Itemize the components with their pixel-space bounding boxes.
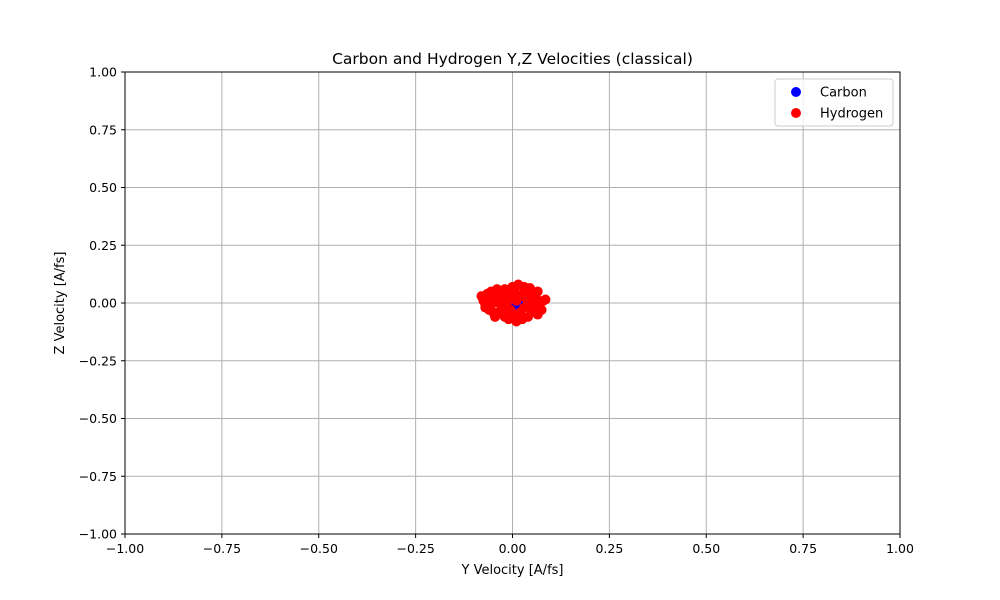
- chart-title: Carbon and Hydrogen Y,Z Velocities (clas…: [332, 50, 693, 68]
- hydrogen-point: [488, 307, 499, 318]
- x-tick-label: −0.50: [300, 541, 338, 556]
- legend-label-hydrogen: Hydrogen: [820, 107, 883, 122]
- hydrogen-point: [532, 286, 543, 297]
- legend: Carbon Hydrogen: [774, 78, 894, 127]
- data-points: [476, 279, 551, 327]
- x-tick-label: 1.00: [886, 541, 914, 556]
- y-tick-label: 0.75: [89, 122, 117, 137]
- y-tick-label: 1.00: [89, 65, 117, 80]
- hydrogen-point: [480, 300, 491, 311]
- legend-label-carbon: Carbon: [820, 86, 867, 101]
- legend-marker-carbon: [791, 87, 801, 97]
- x-tick-label: −0.25: [396, 541, 434, 556]
- hydrogen-point: [515, 311, 526, 322]
- y-tick-label: −1.00: [79, 527, 117, 542]
- y-axis-label: Z Velocity [A/fs]: [53, 252, 68, 355]
- hydrogen-point: [530, 300, 541, 311]
- x-tick-label: 0.75: [789, 541, 817, 556]
- x-tick-label: −1.00: [106, 541, 144, 556]
- x-tick-label: 0.50: [692, 541, 720, 556]
- hydrogen-point: [540, 294, 551, 305]
- legend-marker-hydrogen: [791, 108, 801, 118]
- y-tick-label: 0.50: [89, 180, 117, 195]
- x-tick-label: 0.00: [499, 541, 527, 556]
- y-tick-label: −0.50: [79, 411, 117, 426]
- y-tick-label: −0.75: [79, 469, 117, 484]
- legend-box: [774, 78, 894, 127]
- y-tick-label: 0.00: [89, 296, 117, 311]
- x-tick-label: 0.25: [595, 541, 623, 556]
- hydrogen-point: [524, 282, 535, 293]
- y-tick-label: −0.25: [79, 353, 117, 368]
- x-axis-label: Y Velocity [A/fs]: [461, 563, 564, 578]
- x-tick-label: −0.75: [203, 541, 241, 556]
- hydrogen-point: [499, 302, 510, 313]
- axis-ticks: −1.00 −0.75 −0.50 −0.25 0.00 0.25 0.50 0.75 1.00…: [79, 65, 914, 557]
- hydrogen-point: [490, 287, 501, 298]
- y-tick-label: 0.25: [89, 238, 117, 253]
